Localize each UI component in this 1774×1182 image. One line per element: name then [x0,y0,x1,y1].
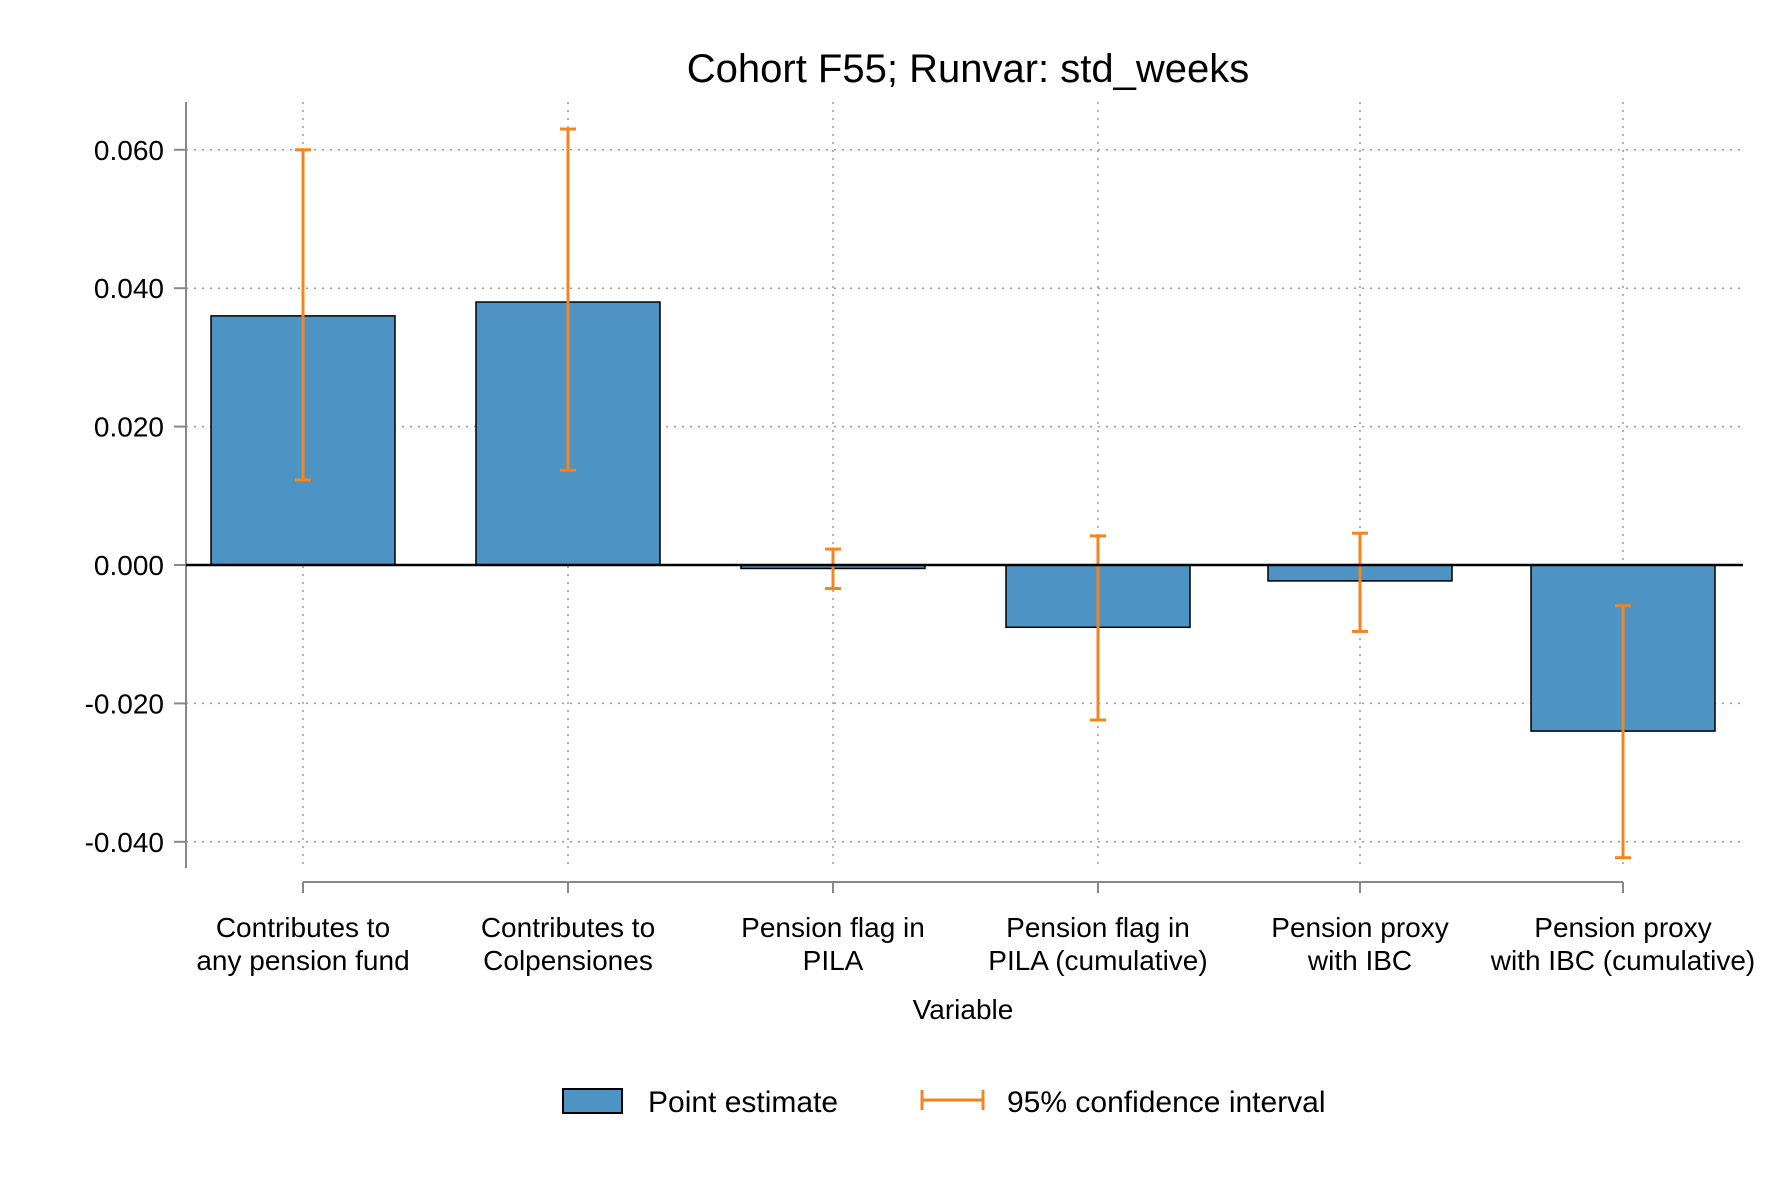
error-bar [1352,531,1368,633]
bars [210,301,1716,732]
chart-title: Cohort F55; Runvar: std_weeks [687,47,1249,91]
y-tick-label: 0.020 [94,412,164,443]
legend-label-confidence-interval: 95% confidence interval [1007,1086,1326,1119]
y-ticks: 0.060 0.040 0.020 0.000 -0.020 -0.040 [85,135,186,858]
x-ticks: Contributes to any pension fund Contribute… [196,882,1755,976]
axes [185,102,1743,883]
x-tick-label: Contributes to any pension fund [196,912,409,976]
error-bar [1615,604,1631,860]
x-tick-label: Pension proxy with IBC (cumulative) [1490,912,1756,976]
y-tick-label: 0.000 [94,550,164,581]
y-tick-label: 0.040 [94,273,164,304]
y-tick-label: -0.040 [85,827,164,858]
legend: Point estimate 95% confidence interval [562,1086,1326,1119]
x-tick-label: Pension flag in PILA (cumulative) [988,912,1207,976]
legend-swatch-point-estimate [562,1088,623,1114]
error-bars [295,127,1631,860]
x-tick-label: Contributes to Colpensiones [481,912,655,976]
x-tick-label: Pension flag in PILA [741,912,925,976]
legend-swatch-confidence-interval [920,1090,985,1110]
x-axis-title: Variable [913,994,1014,1025]
legend-label-point-estimate: Point estimate [648,1086,838,1119]
error-bar [1090,534,1106,722]
gridlines [186,102,1743,868]
y-tick-label: 0.060 [94,135,164,166]
x-tick-label: Pension proxy with IBC [1271,912,1448,976]
error-bar [295,148,311,482]
error-bar [560,127,576,472]
error-bar [825,547,841,591]
y-tick-label: -0.020 [85,688,164,719]
